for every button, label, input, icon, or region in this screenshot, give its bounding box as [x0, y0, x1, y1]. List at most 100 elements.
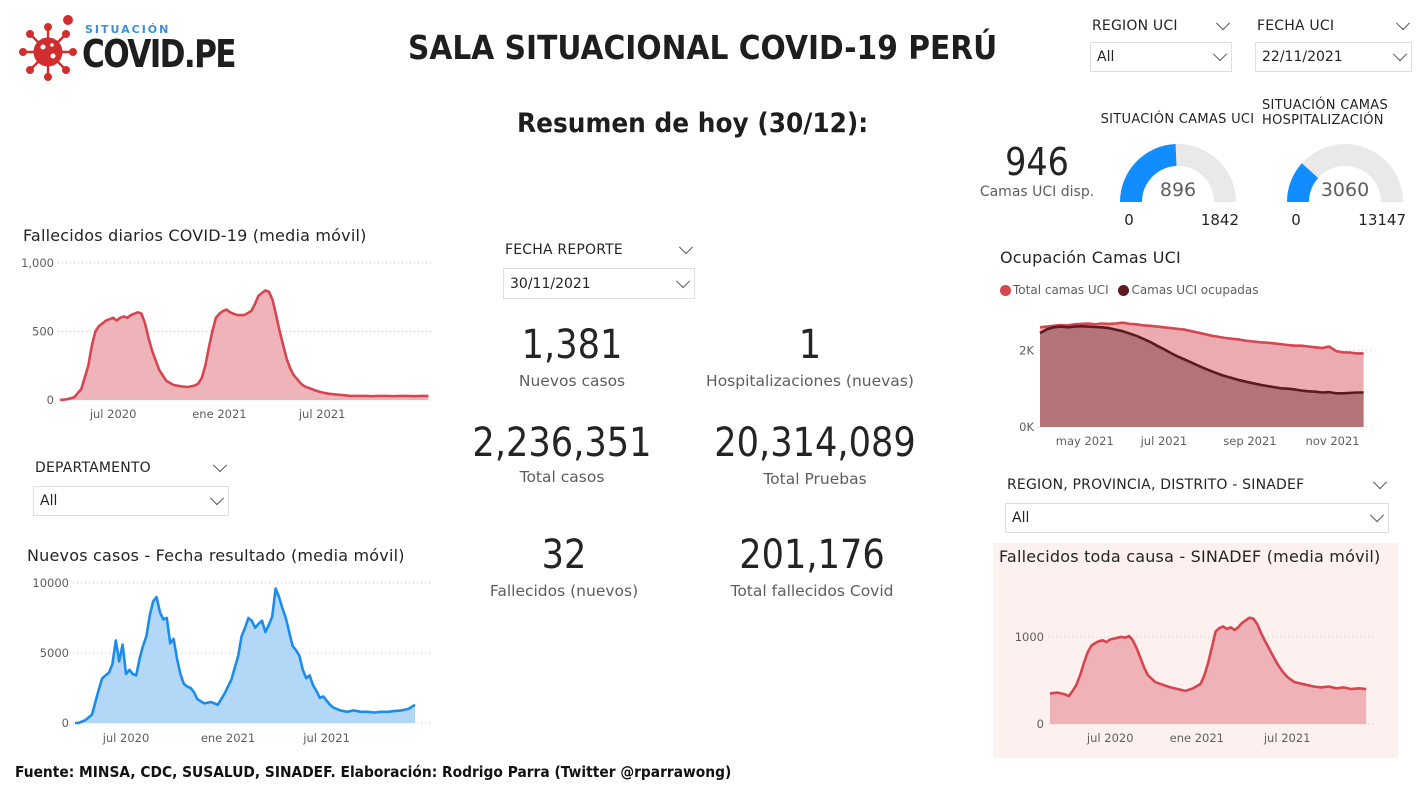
y-tick-label: 500 — [32, 325, 54, 339]
casos-chart-title: Nuevos casos - Fecha resultado (media mó… — [27, 546, 405, 565]
y-tick-label: 2K — [1019, 343, 1034, 357]
x-tick-label: jul 2021 — [302, 731, 350, 745]
chevron-down-icon — [678, 240, 694, 255]
x-tick-label: ene 2021 — [1170, 731, 1224, 745]
nuevos-casos-value: 1,381 — [521, 322, 623, 368]
y-tick-label: 1000 — [1015, 630, 1044, 644]
x-tick-label: ene 2021 — [201, 731, 255, 745]
fecha-reporte-dropdown[interactable]: 30/11/2021 — [503, 268, 695, 299]
sinadef-chart[interactable]: 0 1000 jul 2020 ene 2021 jul 2021 — [995, 580, 1395, 750]
gauge-fill — [1119, 144, 1178, 203]
footer-source: Fuente: MINSA, CDC, SUSALUD, SINADEF. El… — [15, 763, 732, 781]
hospitalizaciones-label: Hospitalizaciones (nuevas) — [706, 372, 914, 390]
x-tick-label: jul 2020 — [1086, 731, 1134, 745]
x-tick-label: nov 2021 — [1306, 434, 1360, 448]
fecha-uci-value: 22/11/2021 — [1262, 49, 1343, 65]
fecha-reporte-header[interactable]: FECHA REPORTE — [503, 238, 695, 262]
legend-total-label: Total camas UCI — [1013, 283, 1109, 297]
sinadef-chart-title: Fallecidos toda causa - SINADEF (media m… — [999, 547, 1381, 566]
fecha-uci-slicer: FECHA UCI 22/11/2021 — [1255, 14, 1412, 72]
camas-uci-value: 946 — [1005, 140, 1069, 184]
total-pruebas-value: 20,314,089 — [714, 420, 916, 466]
hospitalizaciones-kpi: 1 Hospitalizaciones (nuevas) — [690, 322, 930, 390]
y-tick-label: 0 — [62, 716, 69, 730]
gauge-uci-title: SITUACIÓN CAMAS UCI — [1100, 112, 1255, 127]
departamento-label: DEPARTAMENTO — [35, 460, 151, 476]
chevron-down-icon — [1372, 475, 1388, 490]
fecha-uci-header[interactable]: FECHA UCI — [1255, 14, 1412, 38]
x-tick-label: sep 2021 — [1223, 434, 1276, 448]
gauge-value: 3060 — [1321, 179, 1369, 201]
gauge-max: 13147 — [1358, 211, 1406, 229]
total-pruebas-label: Total Pruebas — [763, 470, 867, 488]
x-tick-label: ene 2021 — [192, 407, 246, 421]
chevron-down-icon — [1395, 16, 1411, 31]
y-tick-label: 1,000 — [21, 256, 54, 270]
fallecidos-value: 32 — [541, 532, 587, 578]
sinadef-region-header[interactable]: REGION, PROVINCIA, DISTRITO - SINADEF — [1005, 473, 1389, 497]
y-tick-label: 0 — [1037, 717, 1044, 731]
camas-uci-label: Camas UCI disp. — [979, 184, 1095, 200]
series-line-1 — [1039, 324, 1364, 395]
departamento-dropdown[interactable]: All — [33, 486, 229, 516]
region-uci-dropdown[interactable]: All — [1090, 42, 1232, 72]
y-tick-label: 0 — [47, 393, 54, 407]
sinadef-region-slicer: REGION, PROVINCIA, DISTRITO - SINADEF Al… — [1005, 473, 1389, 533]
fallecidos-kpi: 32 Fallecidos (nuevos) — [454, 532, 674, 600]
page-title: SALA SITUACIONAL COVID-19 PERÚ — [408, 28, 998, 67]
fallecidos-chart-title: Fallecidos diarios COVID-19 (media móvil… — [23, 226, 367, 245]
series-area-1 — [1040, 326, 1364, 427]
fecha-reporte-slicer: FECHA REPORTE 30/11/2021 — [503, 238, 695, 299]
ocupacion-legend: Total camas UCI Camas UCI ocupadas — [1000, 283, 1259, 297]
gauge-uci-chart[interactable]: 896 0 1842 — [1103, 128, 1253, 232]
gauge-hosp-chart[interactable]: 3060 0 13147 — [1272, 128, 1418, 232]
total-pruebas-kpi: 20,314,089 Total Pruebas — [690, 420, 940, 488]
x-tick-label: jul 2020 — [102, 731, 150, 745]
gauge-fill — [1286, 163, 1319, 203]
ocupacion-chart-title: Ocupación Camas UCI — [1000, 248, 1181, 267]
series-area-0 — [1050, 617, 1367, 724]
ocupacion-chart[interactable]: 0K 2K may 2021 jul 2021 sep 2021 nov 2021 — [995, 302, 1380, 450]
gauge-min: 0 — [1124, 211, 1134, 229]
gauge-max: 1842 — [1201, 211, 1239, 229]
nuevos-casos-label: Nuevos casos — [518, 372, 626, 390]
hospitalizaciones-value: 1 — [798, 322, 822, 368]
x-tick-label: jul 2021 — [1140, 434, 1188, 448]
total-casos-label: Total casos — [519, 468, 605, 486]
departamento-slicer: DEPARTAMENTO All — [33, 456, 229, 516]
region-uci-value: All — [1097, 49, 1115, 65]
sinadef-region-value: All — [1012, 510, 1030, 526]
chevron-down-icon — [675, 273, 691, 288]
casos-chart[interactable]: 0 5000 10000 jul 2020 ene 2021 jul 2021 — [20, 572, 440, 748]
series-line-0 — [1039, 321, 1364, 355]
chevron-down-icon — [1215, 16, 1231, 31]
region-uci-header[interactable]: REGION UCI — [1090, 14, 1232, 38]
gauge-hosp-title-line2: HOSPITALIZACIÓN — [1262, 113, 1384, 128]
chevron-down-icon — [1369, 508, 1385, 523]
fecha-uci-label: FECHA UCI — [1257, 18, 1335, 34]
total-fallecidos-value: 201,176 — [739, 532, 885, 578]
departamento-header[interactable]: DEPARTAMENTO — [33, 456, 229, 480]
sinadef-region-label: REGION, PROVINCIA, DISTRITO - SINADEF — [1007, 477, 1305, 493]
region-uci-label: REGION UCI — [1092, 18, 1178, 34]
chevron-down-icon — [212, 458, 228, 473]
fallecidos-label: Fallecidos (nuevos) — [489, 582, 639, 600]
fecha-uci-dropdown[interactable]: 22/11/2021 — [1255, 42, 1412, 72]
nuevos-casos-kpi: 1,381 Nuevos casos — [462, 322, 682, 390]
fecha-reporte-label: FECHA REPORTE — [505, 242, 623, 258]
logo-title: COVID.PE — [82, 32, 237, 76]
series-line-0 — [59, 289, 429, 402]
fallecidos-chart[interactable]: 0 500 1,000 jul 2020 ene 2021 jul 2021 — [20, 250, 440, 428]
x-tick-label: jul 2021 — [1263, 731, 1311, 745]
y-tick-label: 0K — [1019, 420, 1034, 434]
y-tick-label: 10000 — [32, 576, 69, 590]
y-tick-label: 5000 — [40, 646, 69, 660]
series-line-0 — [75, 587, 416, 725]
gauge-hosp-title-line1: SITUACIÓN CAMAS — [1262, 98, 1389, 113]
sinadef-region-dropdown[interactable]: All — [1005, 503, 1389, 533]
departamento-value: All — [40, 493, 58, 509]
x-tick-label: jul 2021 — [298, 407, 346, 421]
gauge-hosp: SITUACIÓN CAMAS HOSPITALIZACIÓN — [1262, 98, 1402, 128]
legend-total-dot — [1000, 285, 1011, 296]
fecha-reporte-value: 30/11/2021 — [510, 275, 591, 292]
